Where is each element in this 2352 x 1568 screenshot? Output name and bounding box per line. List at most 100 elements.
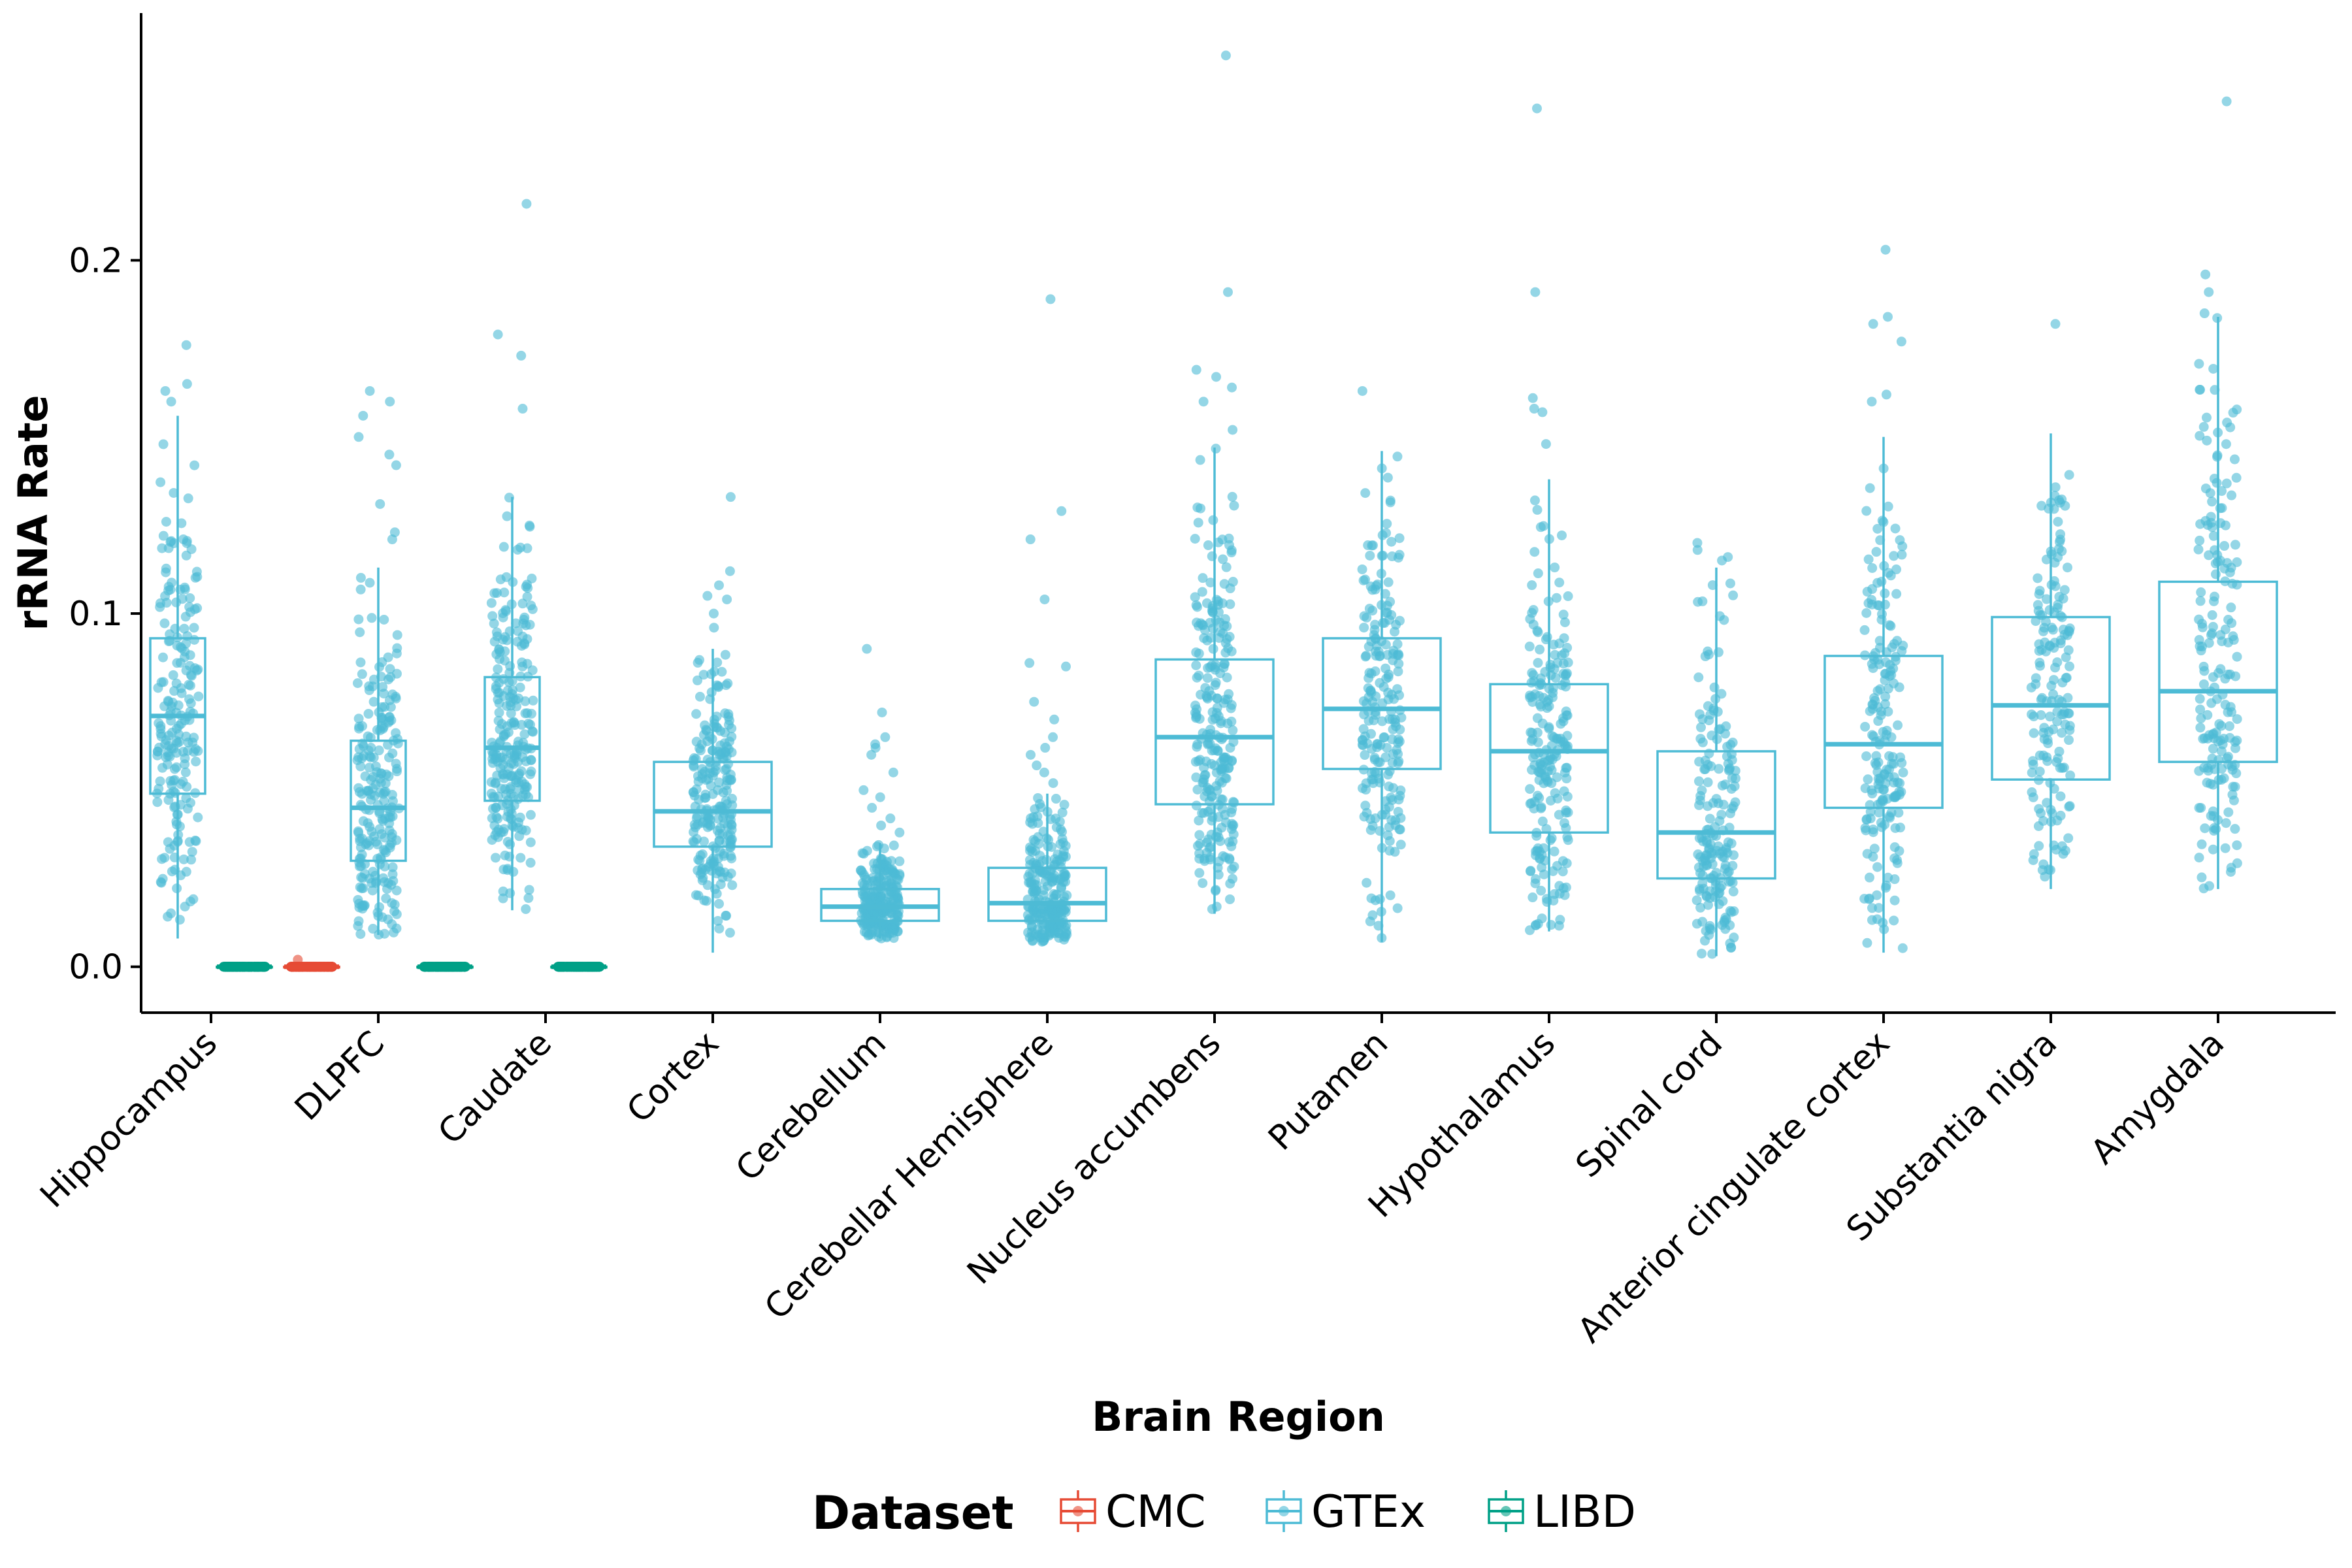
data-point [2228,631,2238,642]
data-point [392,630,402,640]
data-point [689,753,700,763]
data-point [515,853,526,863]
data-point [2217,764,2227,774]
data-point [1707,580,1718,591]
data-point [184,679,194,690]
data-point [1714,849,1725,859]
data-point [2039,734,2050,744]
data-point [1213,711,1224,721]
points-gtex [1357,385,1407,943]
data-point [2044,640,2055,651]
data-point [2063,708,2074,719]
data-point [703,813,713,824]
x-tick-label: Putamen [1261,1024,1396,1158]
data-point [2196,587,2206,598]
data-point [523,893,534,904]
data-point [858,849,869,859]
data-point [1371,646,1381,657]
outlier-point [1228,425,1238,435]
data-point [2026,682,2036,693]
data-point [519,779,530,789]
data-point [1711,868,1722,878]
data-point [1058,850,1068,860]
data-point [1536,803,1546,813]
data-point [2057,728,2067,738]
data-point [1365,581,1376,592]
data-point [1527,696,1538,707]
data-point [1871,547,1882,557]
x-tick-label: Cerebellum [728,1024,894,1189]
data-point [353,614,364,625]
data-point [1023,927,1034,938]
data-point [392,643,402,653]
data-point [689,837,700,847]
data-point [1697,737,1708,747]
data-point [1530,689,1541,700]
data-point [1876,609,1887,619]
data-point [1697,714,1708,725]
outlier-point [365,385,375,396]
data-point [488,792,498,802]
data-point [1062,929,1072,939]
data-point [1227,491,1237,502]
data-point [1358,724,1369,734]
data-point [720,649,730,660]
data-point [1552,793,1563,804]
data-point [512,544,523,555]
data-point [353,713,364,724]
data-point [1202,673,1213,683]
data-point [2053,544,2064,554]
data-point [525,769,536,779]
data-point [2027,787,2037,798]
outlier-point [1867,397,1877,407]
data-point [1897,645,1907,656]
data-point [186,698,196,708]
outlier-point [722,594,732,604]
data-point [1713,798,1723,808]
data-point [2196,645,2206,656]
data-point [2046,681,2057,691]
data-point [357,721,367,731]
outlier-point [702,591,713,601]
data-point [176,688,187,698]
data-point [1057,834,1068,844]
data-point [1700,651,1710,662]
box-gtex [1489,479,1609,932]
data-point [1705,813,1715,824]
data-point [1359,811,1369,822]
legend-label: LIBD [1533,1486,1636,1538]
outlier-point [867,802,877,813]
data-point [353,826,363,836]
data-point [391,668,402,679]
data-point [179,623,189,634]
data-point [871,893,881,904]
data-point [1194,713,1205,724]
data-point [2226,602,2236,613]
data-point [192,572,203,582]
data-point [2206,811,2216,821]
data-point [509,717,519,727]
data-point [1890,523,1901,534]
y-axis-title: rRNA Rate [9,395,57,630]
box-gtex [987,793,1107,942]
data-point [1889,895,1900,906]
data-point [1889,551,1899,561]
data-point [719,727,730,738]
data-point [525,858,536,868]
data-point [2059,585,2070,595]
data-point [494,708,504,718]
data-point [2031,616,2041,627]
data-point [1372,742,1382,753]
data-point [355,572,366,583]
points-gtex [486,199,538,914]
data-point [2054,746,2065,757]
data-point [1051,813,1061,824]
data-point [1220,647,1231,658]
data-point [1704,748,1714,759]
data-point [1723,837,1733,847]
legend-label: CMC [1105,1486,1206,1538]
data-point [693,657,703,668]
data-point [1693,672,1704,683]
data-point [498,542,509,552]
data-point [506,804,516,815]
